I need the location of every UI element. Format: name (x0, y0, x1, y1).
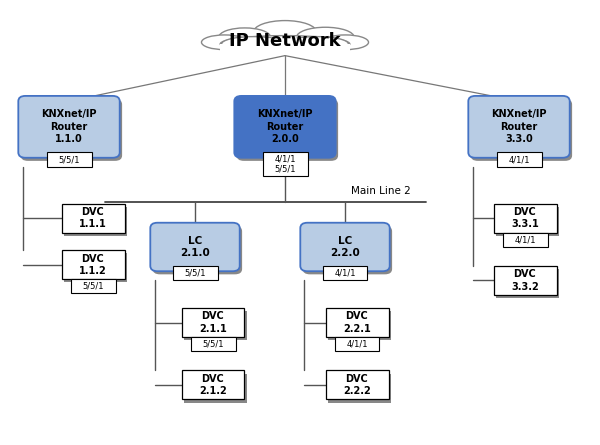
FancyBboxPatch shape (493, 266, 557, 295)
FancyBboxPatch shape (303, 226, 392, 274)
Text: 5/5/1: 5/5/1 (58, 155, 80, 164)
Text: DVC
3.3.1: DVC 3.3.1 (511, 207, 539, 229)
FancyBboxPatch shape (300, 222, 390, 271)
Text: DVC
2.2.2: DVC 2.2.2 (343, 374, 371, 396)
FancyBboxPatch shape (62, 204, 125, 232)
FancyBboxPatch shape (325, 370, 389, 400)
Ellipse shape (221, 36, 285, 51)
Text: DVC
3.3.2: DVC 3.3.2 (511, 269, 539, 291)
FancyBboxPatch shape (236, 99, 338, 161)
Text: 4/1/1: 4/1/1 (508, 155, 530, 164)
Text: DVC
1.1.2: DVC 1.1.2 (79, 254, 107, 276)
FancyBboxPatch shape (64, 206, 127, 236)
FancyBboxPatch shape (62, 250, 125, 279)
Ellipse shape (253, 20, 317, 44)
FancyBboxPatch shape (220, 44, 350, 54)
FancyBboxPatch shape (496, 269, 559, 298)
Text: DVC
2.2.1: DVC 2.2.1 (343, 312, 371, 334)
FancyBboxPatch shape (64, 253, 127, 282)
FancyBboxPatch shape (184, 374, 247, 402)
Ellipse shape (220, 36, 350, 52)
Text: DVC
1.1.1: DVC 1.1.1 (79, 207, 107, 229)
FancyBboxPatch shape (47, 152, 92, 167)
FancyBboxPatch shape (468, 96, 570, 158)
FancyBboxPatch shape (173, 266, 218, 280)
Text: 4/1/1: 4/1/1 (346, 340, 368, 349)
Text: 5/5/1: 5/5/1 (82, 282, 104, 291)
Ellipse shape (322, 35, 368, 49)
FancyBboxPatch shape (497, 152, 542, 167)
FancyBboxPatch shape (21, 99, 122, 161)
FancyBboxPatch shape (335, 337, 379, 352)
Text: DVC
2.1.1: DVC 2.1.1 (199, 312, 227, 334)
Ellipse shape (220, 35, 350, 53)
Text: LC
2.2.0: LC 2.2.0 (330, 236, 360, 258)
FancyBboxPatch shape (493, 204, 557, 232)
Text: IP Network: IP Network (229, 32, 341, 49)
FancyBboxPatch shape (152, 226, 242, 274)
FancyBboxPatch shape (19, 96, 119, 158)
Ellipse shape (285, 36, 349, 51)
FancyBboxPatch shape (471, 99, 572, 161)
Text: 4/1/1: 4/1/1 (334, 268, 356, 278)
FancyBboxPatch shape (71, 279, 115, 294)
Text: KNXnet/IP
Router
3.3.0: KNXnet/IP Router 3.3.0 (491, 109, 547, 144)
FancyBboxPatch shape (234, 96, 335, 158)
FancyBboxPatch shape (182, 370, 245, 400)
Text: 4/1/1
5/5/1: 4/1/1 5/5/1 (274, 154, 296, 174)
FancyBboxPatch shape (503, 232, 548, 247)
Text: Main Line 2: Main Line 2 (351, 186, 411, 196)
FancyBboxPatch shape (325, 308, 389, 337)
Ellipse shape (296, 27, 354, 47)
FancyBboxPatch shape (328, 374, 391, 402)
Text: DVC
2.1.2: DVC 2.1.2 (199, 374, 227, 396)
FancyBboxPatch shape (263, 152, 308, 175)
FancyBboxPatch shape (496, 206, 559, 236)
FancyBboxPatch shape (182, 308, 245, 337)
Text: LC
2.1.0: LC 2.1.0 (180, 236, 210, 258)
FancyBboxPatch shape (323, 266, 367, 280)
FancyBboxPatch shape (151, 222, 240, 271)
FancyBboxPatch shape (328, 312, 391, 340)
Text: 4/1/1: 4/1/1 (514, 235, 536, 244)
Ellipse shape (219, 28, 271, 47)
FancyBboxPatch shape (191, 337, 235, 352)
Text: 5/5/1: 5/5/1 (202, 340, 224, 349)
Text: 5/5/1: 5/5/1 (184, 268, 206, 278)
Ellipse shape (224, 38, 346, 53)
Text: KNXnet/IP
Router
1.1.0: KNXnet/IP Router 1.1.0 (41, 109, 97, 144)
Text: KNXnet/IP
Router
2.0.0: KNXnet/IP Router 2.0.0 (257, 109, 313, 144)
Ellipse shape (202, 35, 248, 49)
FancyBboxPatch shape (184, 312, 247, 340)
